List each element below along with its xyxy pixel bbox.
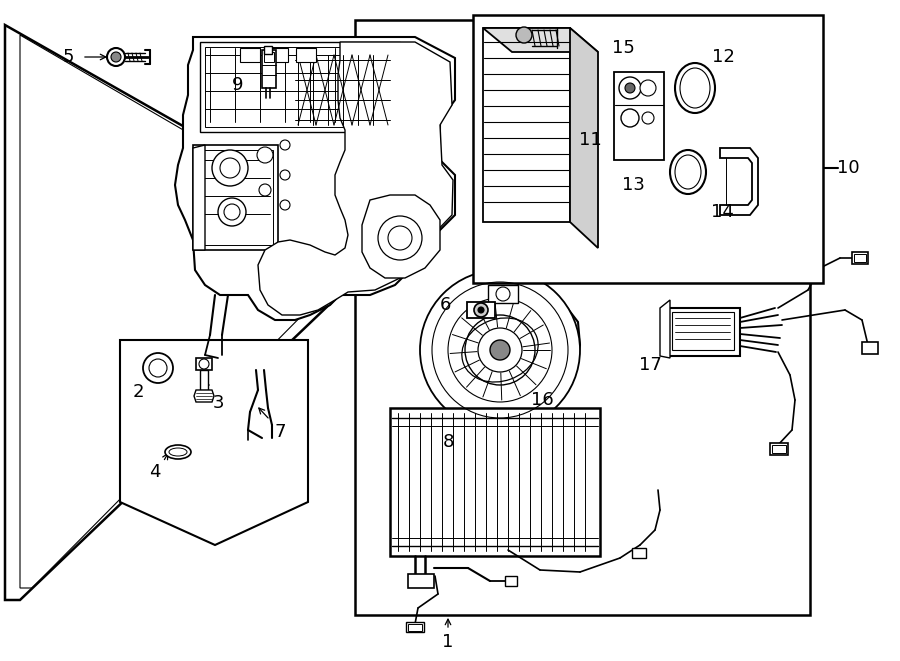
Circle shape xyxy=(143,353,173,383)
Bar xyxy=(854,254,866,262)
Circle shape xyxy=(111,52,121,62)
Text: 8: 8 xyxy=(442,433,454,451)
Bar xyxy=(770,443,788,455)
Ellipse shape xyxy=(670,150,706,194)
Text: 17: 17 xyxy=(639,356,662,374)
Bar xyxy=(406,622,424,632)
Bar xyxy=(632,548,646,558)
Polygon shape xyxy=(483,28,570,222)
Polygon shape xyxy=(570,28,598,248)
Text: 3: 3 xyxy=(212,394,224,412)
Polygon shape xyxy=(5,25,370,600)
Circle shape xyxy=(280,170,290,180)
Text: 11: 11 xyxy=(579,131,601,149)
Bar xyxy=(193,145,278,250)
Polygon shape xyxy=(720,148,758,215)
Bar xyxy=(772,445,786,453)
Circle shape xyxy=(619,77,641,99)
Text: 6: 6 xyxy=(439,296,451,314)
Bar xyxy=(852,252,868,264)
Bar xyxy=(196,358,212,370)
Bar xyxy=(668,308,740,356)
Circle shape xyxy=(478,328,522,372)
Bar xyxy=(672,312,734,350)
Polygon shape xyxy=(194,390,214,402)
Bar xyxy=(296,48,316,62)
Bar xyxy=(408,624,422,631)
Polygon shape xyxy=(258,42,453,315)
Polygon shape xyxy=(483,28,598,52)
Polygon shape xyxy=(460,295,580,400)
Polygon shape xyxy=(193,145,205,250)
Circle shape xyxy=(496,287,510,301)
Bar xyxy=(614,72,664,160)
Circle shape xyxy=(621,109,639,127)
Text: 2: 2 xyxy=(132,383,144,401)
Polygon shape xyxy=(660,300,670,358)
Polygon shape xyxy=(120,340,308,545)
Bar xyxy=(467,302,495,318)
Text: 4: 4 xyxy=(149,463,161,481)
Circle shape xyxy=(257,147,273,163)
Bar xyxy=(205,47,395,127)
Circle shape xyxy=(478,307,484,313)
Circle shape xyxy=(107,48,125,66)
Bar xyxy=(240,48,260,62)
Text: 7: 7 xyxy=(274,423,286,441)
Circle shape xyxy=(212,150,248,186)
Circle shape xyxy=(516,27,532,43)
Bar xyxy=(200,42,400,132)
Circle shape xyxy=(420,270,580,430)
Circle shape xyxy=(640,80,656,96)
Bar xyxy=(262,50,276,88)
Circle shape xyxy=(199,359,209,369)
Bar xyxy=(390,408,600,556)
Text: 13: 13 xyxy=(622,176,644,194)
Text: 16: 16 xyxy=(531,391,554,409)
Circle shape xyxy=(474,303,488,317)
Circle shape xyxy=(218,198,246,226)
Bar xyxy=(198,150,273,245)
Text: 15: 15 xyxy=(612,39,634,57)
Circle shape xyxy=(259,184,271,196)
Bar xyxy=(264,46,272,54)
Circle shape xyxy=(280,200,290,210)
Circle shape xyxy=(625,83,635,93)
Ellipse shape xyxy=(675,63,715,113)
Bar xyxy=(473,15,823,283)
Bar xyxy=(505,576,517,586)
Bar xyxy=(488,285,518,303)
Text: 12: 12 xyxy=(712,48,734,66)
Circle shape xyxy=(378,216,422,260)
Circle shape xyxy=(490,340,510,360)
Text: 14: 14 xyxy=(711,203,733,221)
Text: 10: 10 xyxy=(837,159,859,177)
Circle shape xyxy=(280,140,290,150)
Circle shape xyxy=(465,315,535,385)
Text: 5: 5 xyxy=(62,48,74,66)
Text: 1: 1 xyxy=(442,633,454,651)
Bar xyxy=(355,20,810,615)
Polygon shape xyxy=(362,195,440,278)
Bar xyxy=(408,574,434,588)
Text: 9: 9 xyxy=(232,76,244,94)
Bar xyxy=(268,48,288,62)
Circle shape xyxy=(642,112,654,124)
Bar xyxy=(264,52,274,62)
Bar xyxy=(200,370,208,390)
Bar xyxy=(862,342,878,354)
Polygon shape xyxy=(175,37,455,320)
Ellipse shape xyxy=(165,445,191,459)
